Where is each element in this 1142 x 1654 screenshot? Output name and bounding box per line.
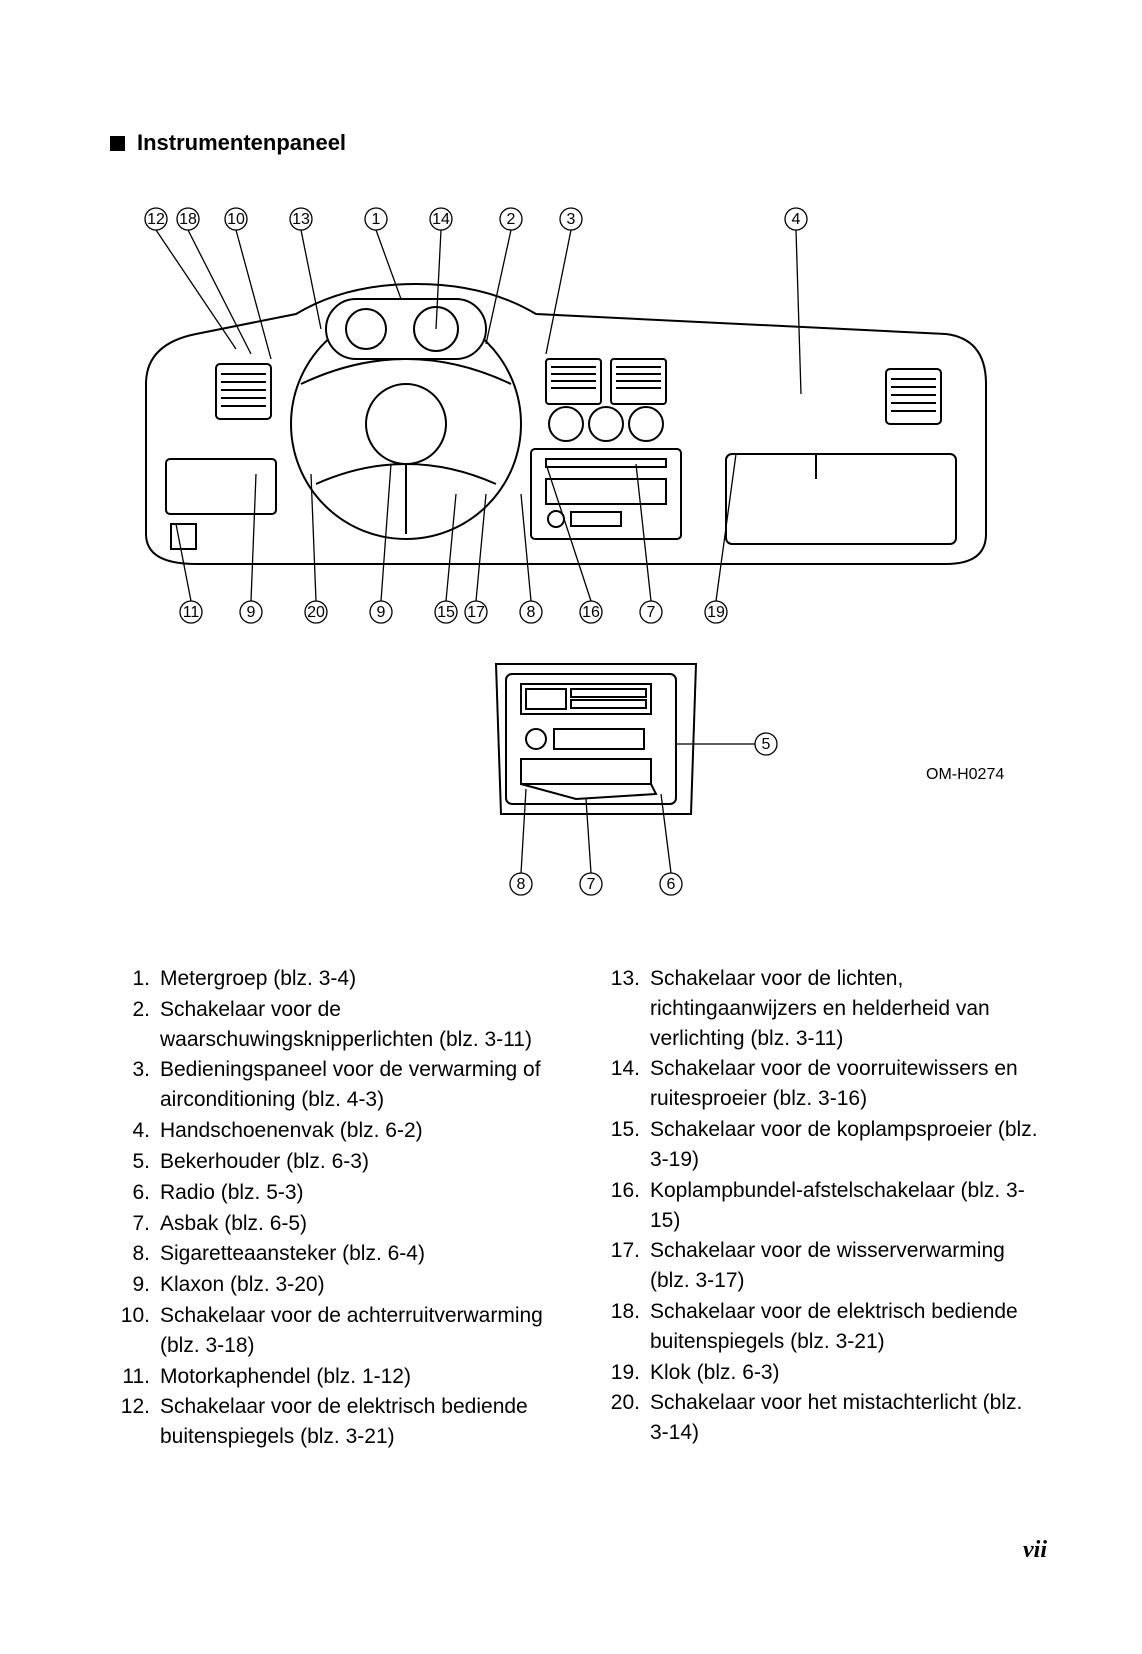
callout-number: 18	[179, 211, 197, 228]
legend-item-text: Schakelaar voor de wisserverwarming (blz…	[650, 1236, 1042, 1296]
callout-number: 9	[377, 604, 386, 621]
om-code: OM-H0274	[926, 766, 1004, 783]
callout-number: 5	[762, 736, 771, 753]
legend-item-text: Motorkaphendel (blz. 1-12)	[160, 1362, 552, 1392]
callout-number: 9	[247, 604, 256, 621]
legend-item-text: Sigaretteaansteker (blz. 6-4)	[160, 1239, 552, 1269]
legend-item: 8.Sigaretteaansteker (blz. 6-4)	[110, 1239, 552, 1269]
callout-number: 14	[432, 211, 450, 228]
legend-item-number: 14.	[600, 1054, 650, 1114]
legend-item: 19.Klok (blz. 6-3)	[600, 1358, 1042, 1388]
callout-number: 8	[517, 876, 526, 893]
section-heading: Instrumentenpaneel	[110, 130, 1042, 156]
legend-item: 5.Bekerhouder (blz. 6-3)	[110, 1147, 552, 1177]
callout-number: 17	[467, 604, 485, 621]
manual-page: Instrumentenpaneel	[0, 0, 1142, 1654]
legend-left-col: 1.Metergroep (blz. 3-4)2.Schakelaar voor…	[110, 964, 552, 1453]
callout-number: 1	[372, 211, 381, 228]
callout-number: 7	[647, 604, 656, 621]
callout-number: 3	[567, 211, 576, 228]
legend-item: 11.Motorkaphendel (blz. 1-12)	[110, 1362, 552, 1392]
legend-item-number: 8.	[110, 1239, 160, 1269]
legend-item: 7.Asbak (blz. 6-5)	[110, 1209, 552, 1239]
legend-item-number: 10.	[110, 1301, 160, 1361]
legend-item-text: Schakelaar voor de lichten, richtingaanw…	[650, 964, 1042, 1053]
legend-item: 20.Schakelaar voor het mistachterlicht (…	[600, 1388, 1042, 1448]
legend-item: 4.Handschoenenvak (blz. 6-2)	[110, 1116, 552, 1146]
legend-item-text: Schakelaar voor de elektrisch bediende b…	[650, 1297, 1042, 1357]
bullet-square-icon	[110, 136, 125, 151]
callout-leader-line	[586, 799, 591, 873]
legend-item: 12.Schakelaar voor de elektrisch bediend…	[110, 1392, 552, 1452]
legend-item-text: Handschoenenvak (blz. 6-2)	[160, 1116, 552, 1146]
heading-text: Instrumentenpaneel	[137, 130, 346, 156]
callout-leader-line	[156, 230, 236, 349]
legend-item-text: Klok (blz. 6-3)	[650, 1358, 1042, 1388]
callout-number: 8	[527, 604, 536, 621]
callout-number: 7	[587, 876, 596, 893]
legend-item: 6.Radio (blz. 5-3)	[110, 1178, 552, 1208]
legend-item-text: Schakelaar voor de koplampsproeier (blz.…	[650, 1115, 1042, 1175]
legend-item-number: 1.	[110, 964, 160, 994]
callout-number: 20	[307, 604, 325, 621]
callout-number: 6	[667, 876, 676, 893]
legend-item-text: Schakelaar voor de achterruitverwarming …	[160, 1301, 552, 1361]
callout-number: 10	[227, 211, 245, 228]
dashboard-diagram: 12 18 10 13 1 14 2 3 4 11 9 20 9 15 17 8 16 7 19 5 8 7 6 OM-H0…	[116, 184, 1036, 944]
callout-leader-line	[661, 794, 671, 873]
legend-item-text: Koplampbundel-afstelschakelaar (blz. 3-1…	[650, 1176, 1042, 1236]
legend-item-text: Asbak (blz. 6-5)	[160, 1209, 552, 1239]
legend-item-number: 19.	[600, 1358, 650, 1388]
legend-item-text: Klaxon (blz. 3-20)	[160, 1270, 552, 1300]
legend-item-number: 2.	[110, 995, 160, 1055]
legend-item-number: 18.	[600, 1297, 650, 1357]
legend-item-number: 15.	[600, 1115, 650, 1175]
legend-item-number: 11.	[110, 1362, 160, 1392]
legend-right-col: 13.Schakelaar voor de lichten, richtinga…	[600, 964, 1042, 1453]
callout-number: 15	[437, 604, 455, 621]
legend-item-text: Schakelaar voor het mistachterlicht (blz…	[650, 1388, 1042, 1448]
legend-item: 13.Schakelaar voor de lichten, richtinga…	[600, 964, 1042, 1053]
legend-item-number: 6.	[110, 1178, 160, 1208]
legend-item-text: Bedieningspaneel voor de verwarming of a…	[160, 1055, 552, 1115]
legend-item-text: Schakelaar voor de voorruitewissers en r…	[650, 1054, 1042, 1114]
page-number: vii	[1023, 1537, 1047, 1564]
legend-item-text: Bekerhouder (blz. 6-3)	[160, 1147, 552, 1177]
legend-item-number: 5.	[110, 1147, 160, 1177]
callout-number: 13	[292, 211, 310, 228]
callout-number: 4	[792, 211, 801, 228]
legend-item: 10.Schakelaar voor de achterruitverwarmi…	[110, 1301, 552, 1361]
legend-item: 2.Schakelaar voor de waarschuwingsknippe…	[110, 995, 552, 1055]
legend-item: 14.Schakelaar voor de voorruitewissers e…	[600, 1054, 1042, 1114]
legend-item-number: 4.	[110, 1116, 160, 1146]
legend-item: 17.Schakelaar voor de wisserverwarming (…	[600, 1236, 1042, 1296]
legend-item: 3.Bedieningspaneel voor de verwarming of…	[110, 1055, 552, 1115]
legend-item: 16.Koplampbundel-afstelschakelaar (blz. …	[600, 1176, 1042, 1236]
callout-number: 2	[507, 211, 516, 228]
legend-item-number: 7.	[110, 1209, 160, 1239]
legend-item-number: 12.	[110, 1392, 160, 1452]
legend-item-text: Metergroep (blz. 3-4)	[160, 964, 552, 994]
callout-number: 19	[707, 604, 725, 621]
legend-item-number: 20.	[600, 1388, 650, 1448]
legend-item-number: 13.	[600, 964, 650, 1053]
legend-item-text: Schakelaar voor de waarschuwingsknipperl…	[160, 995, 552, 1055]
legend-item-text: Schakelaar voor de elektrisch bediende b…	[160, 1392, 552, 1452]
legend-item: 9.Klaxon (blz. 3-20)	[110, 1270, 552, 1300]
diagram-svg: 12 18 10 13 1 14 2 3 4 11 9 20 9 15 17 8 16 7 19 5 8 7 6 OM-H0…	[116, 184, 1036, 944]
legend-item-number: 3.	[110, 1055, 160, 1115]
legend: 1.Metergroep (blz. 3-4)2.Schakelaar voor…	[110, 964, 1042, 1453]
callout-number: 16	[582, 604, 600, 621]
legend-item: 1.Metergroep (blz. 3-4)	[110, 964, 552, 994]
callout-number: 11	[183, 604, 200, 621]
legend-item: 18.Schakelaar voor de elektrisch bediend…	[600, 1297, 1042, 1357]
legend-item-number: 17.	[600, 1236, 650, 1296]
legend-item-text: Radio (blz. 5-3)	[160, 1178, 552, 1208]
legend-item-number: 16.	[600, 1176, 650, 1236]
legend-item-number: 9.	[110, 1270, 160, 1300]
legend-item: 15.Schakelaar voor de koplampsproeier (b…	[600, 1115, 1042, 1175]
callout-number: 12	[147, 211, 165, 228]
